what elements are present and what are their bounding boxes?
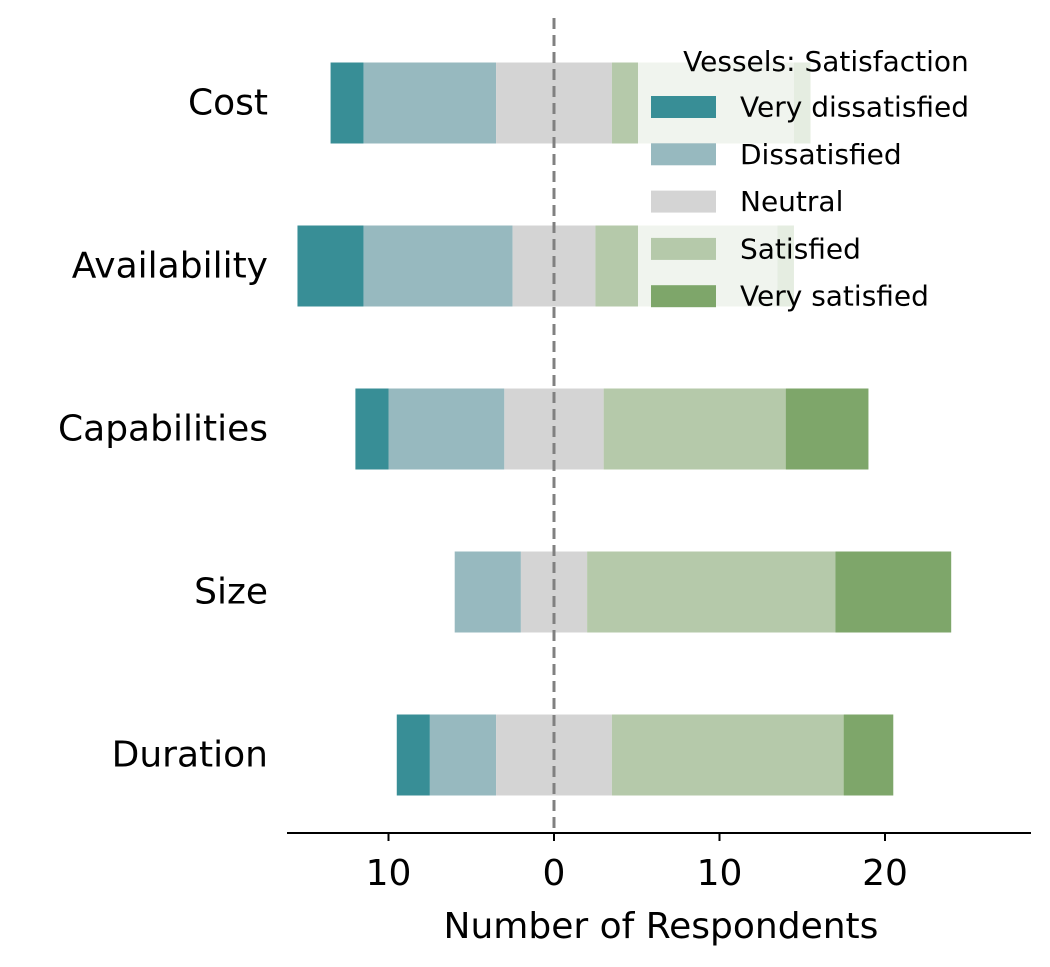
bar-duration-satisfied [611,714,844,796]
bar-availability-dissatisfied [363,225,513,307]
legend-swatch-neutral [651,190,716,213]
legend-background [638,38,1020,322]
legend-label-dissatisfied: Dissatisfied [740,138,902,171]
legend-swatch-satisfied [651,237,716,260]
y-tick-label-cost: Cost [188,83,268,124]
bar-size-very-satisfied [835,551,952,633]
bar-duration-dissatisfied [429,714,497,796]
y-tick-label-size: Size [194,572,268,613]
bar-size-satisfied [587,551,836,633]
legend-label-very-satisfied: Very satisfied [740,280,929,313]
y-tick-label-duration: Duration [112,735,268,776]
bar-capabilities-very-satisfied [785,388,869,470]
bar-capabilities-very-dissatisfied [355,388,389,470]
bar-duration-very-dissatisfied [396,714,430,796]
legend: Vessels: Satisfaction Very dissatisfied D… [638,38,1020,322]
y-tick-label-capabilities: Capabilities [58,409,268,450]
bar-duration-very-satisfied [843,714,894,796]
legend-items: Very dissatisfied Dissatisfied Neutral Sati… [651,91,969,313]
x-tick-label: 0 [543,853,566,894]
bar-capabilities-satisfied [603,388,786,470]
x-tick-label: 10 [366,853,412,894]
legend-title: Vessels: Satisfaction [683,45,969,78]
x-axis-ticks: 10 0 10 20 [366,833,908,894]
legend-label-satisfied: Satisfied [740,232,861,265]
legend-swatch-dissatisfied [651,143,716,166]
y-tick-label-availability: Availability [72,246,268,287]
x-tick-label: 20 [862,853,908,894]
legend-swatch-very-satisfied [651,285,716,308]
legend-swatch-very-dissatisfied [651,96,716,118]
x-axis-label: Number of Respondents [444,906,879,947]
bar-cost-very-dissatisfied [330,62,364,144]
bar-availability-very-dissatisfied [297,225,364,307]
x-tick-label: 10 [697,853,743,894]
y-axis-ticks: Cost Availability Capabilities Size Duration [58,83,268,776]
bar-capabilities-dissatisfied [388,388,505,470]
bar-cost-dissatisfied [363,62,497,144]
bar-size-dissatisfied [454,551,521,633]
legend-label-neutral: Neutral [740,185,843,218]
legend-label-very-dissatisfied: Very dissatisfied [740,91,969,124]
